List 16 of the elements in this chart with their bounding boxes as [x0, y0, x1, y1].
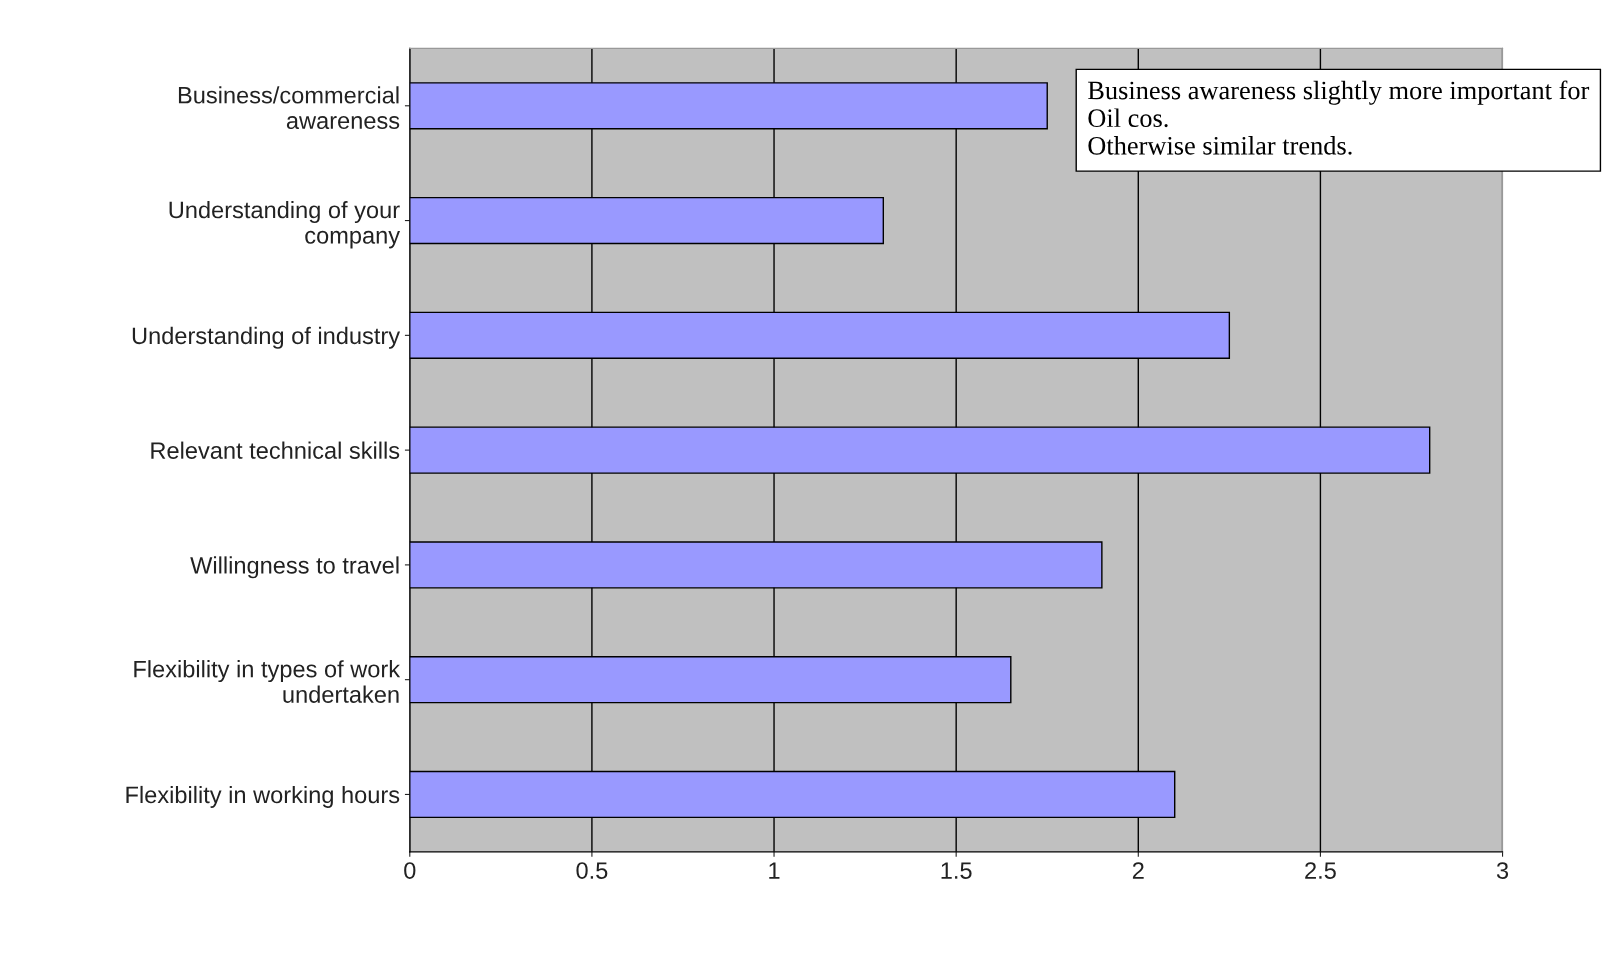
y-tick-label: Flexibility in types of work undertaken — [134, 660, 401, 703]
y-tick-label: Willingness to travel — [190, 556, 399, 579]
y-tick-label: Business/commercial awareness — [178, 86, 400, 129]
annotation: Otherwise similar trends. — [1088, 136, 1352, 155]
y-tick-label: Understanding of your company — [169, 201, 401, 249]
x-tick-label: 2 — [1132, 862, 1144, 879]
x-tick-label: 1.5 — [941, 862, 972, 879]
x-tick-label: 2.5 — [1305, 862, 1336, 879]
y-tick-label: Flexibility in working hours — [126, 785, 400, 808]
x-tick-label: 1 — [769, 862, 780, 879]
x-tick-label: 0 — [404, 862, 416, 879]
x-tick-label: 3 — [1496, 862, 1509, 879]
annotation: Business awareness slightly more important for Oil cos. — [1088, 80, 1590, 128]
y-tick-label: Understanding of industry — [132, 326, 401, 349]
y-tick-label: Relevant technical skills — [151, 441, 400, 459]
x-tick-label: 0.5 — [576, 862, 608, 879]
